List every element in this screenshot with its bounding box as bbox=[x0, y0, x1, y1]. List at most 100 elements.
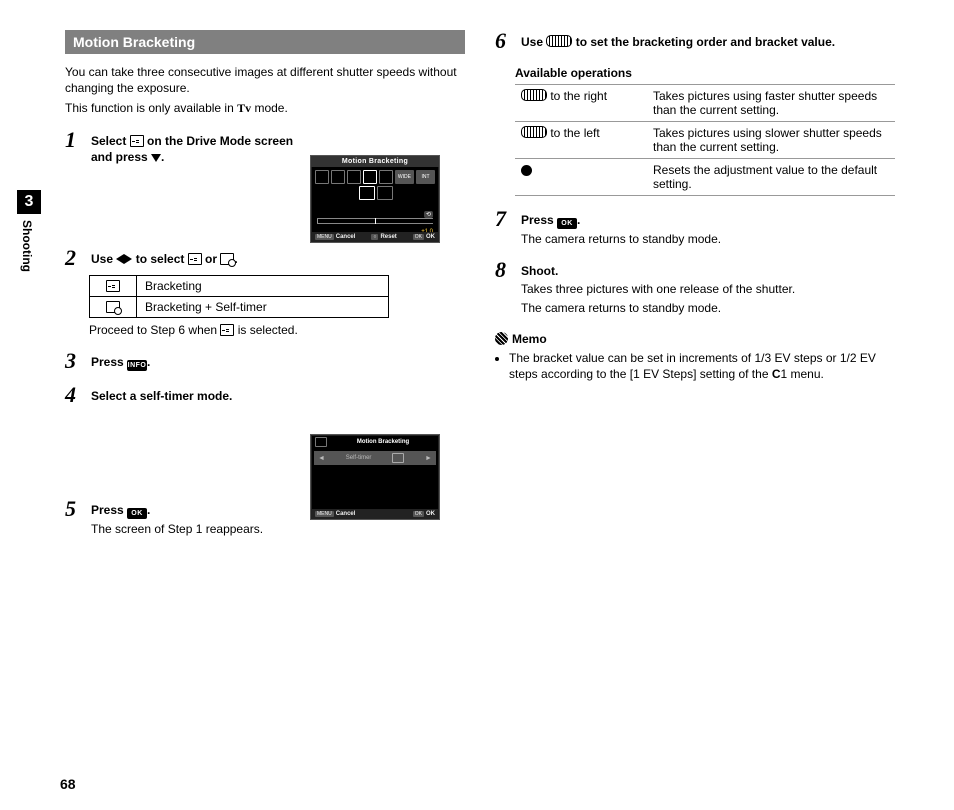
mode-tv-icon: Tv bbox=[237, 101, 251, 115]
bracket-timer-mode-icon bbox=[220, 253, 234, 265]
step8-title: Shoot. bbox=[521, 263, 895, 279]
step7-b: . bbox=[577, 213, 580, 227]
step2-b: to select bbox=[132, 252, 187, 266]
step8-text1: Takes three pictures with one release of… bbox=[521, 281, 895, 297]
lcd-ev-scale: ⟲ ±1.0 bbox=[317, 218, 433, 228]
lcd2-header: Motion Bracketing bbox=[311, 435, 439, 449]
step-4: 4 Select a self-timer mode. bbox=[65, 384, 465, 406]
lcd-cancel-label: Cancel bbox=[336, 511, 356, 517]
step-number: 8 bbox=[495, 259, 517, 281]
lcd-menu-btn-icon: MENU bbox=[315, 511, 334, 517]
step5-a: Press bbox=[91, 503, 127, 517]
bracket-mode-icon bbox=[130, 135, 144, 147]
lcd-option-icon bbox=[359, 186, 375, 200]
available-operations-heading: Available operations bbox=[515, 66, 895, 80]
chapter-tab-label: Shooting bbox=[20, 220, 34, 272]
info-button-icon: INFO bbox=[127, 360, 147, 371]
step3-b: . bbox=[147, 355, 150, 369]
bracket-mode-table: Bracketing Bracketing + Self-timer bbox=[89, 275, 389, 318]
memo-heading: Memo bbox=[495, 332, 895, 346]
lcd-dial-icon: ⟲ bbox=[424, 211, 433, 218]
down-arrow-icon bbox=[151, 154, 161, 162]
bracket-mode-icon bbox=[220, 324, 234, 336]
step-number: 1 bbox=[65, 129, 87, 151]
step6-b: to set the bracketing order and bracket … bbox=[572, 35, 835, 49]
ops-r2-key: to the left bbox=[547, 126, 600, 140]
lcd1-footer: MENUCancel ○Reset OKOK bbox=[311, 232, 439, 242]
step1-c: . bbox=[161, 150, 164, 164]
ops-r1-key: to the right bbox=[547, 89, 607, 103]
ok-button-icon: OK bbox=[127, 508, 147, 519]
step3-a: Press bbox=[91, 355, 127, 369]
step-3: 3 Press INFO. bbox=[65, 350, 465, 372]
intro-p2-b: mode. bbox=[251, 101, 288, 115]
lcd-tag-int: INT bbox=[416, 170, 435, 184]
table-row: Bracketing + Self-timer bbox=[90, 296, 389, 317]
chapter-tab-number: 3 bbox=[17, 190, 41, 214]
ok-button-icon: OK bbox=[557, 218, 577, 229]
step5-b: . bbox=[147, 503, 150, 517]
table-row: to the right Takes pictures using faster… bbox=[515, 85, 895, 122]
step7-a: Press bbox=[521, 213, 557, 227]
lcd2-title: Motion Bracketing bbox=[331, 439, 435, 445]
lcd2-footer: MENUCancel OKOK bbox=[311, 509, 439, 519]
memo-icon bbox=[495, 332, 508, 345]
right-arrow-icon: ► bbox=[425, 455, 432, 462]
step5-text: The screen of Step 1 reappears. bbox=[91, 521, 465, 537]
memo-list: The bracket value can be set in incremen… bbox=[495, 350, 895, 382]
lcd2-subrow: ◄ Self-timer ► bbox=[314, 451, 436, 465]
bracket-mode-icon bbox=[106, 280, 120, 292]
table-row: to the left Takes pictures using slower … bbox=[515, 122, 895, 159]
available-operations-table: to the right Takes pictures using faster… bbox=[515, 84, 895, 196]
memo-label: Memo bbox=[512, 332, 547, 346]
lcd-ok-btn-icon: OK bbox=[413, 234, 424, 240]
lcd-ok-btn-icon: OK bbox=[413, 511, 424, 517]
lcd-ok-label: OK bbox=[426, 234, 435, 240]
lcd-option-icon bbox=[377, 186, 393, 200]
step2-c: or bbox=[202, 252, 221, 266]
step-number: 7 bbox=[495, 208, 517, 230]
lcd-option-icon bbox=[331, 170, 345, 184]
lcd-ok-label: OK bbox=[426, 511, 435, 517]
rear-dial-icon bbox=[546, 35, 572, 47]
lcd-cancel-label: Cancel bbox=[336, 234, 356, 240]
bracket-mode-icon bbox=[188, 253, 202, 265]
step1-a: Select bbox=[91, 134, 130, 148]
menu-c-icon: C bbox=[772, 367, 781, 381]
bracket-timer-mode-label: Bracketing + Self-timer bbox=[137, 296, 389, 317]
lcd-menu-btn-icon: MENU bbox=[315, 234, 334, 240]
ops-r1-value: Takes pictures using faster shutter spee… bbox=[647, 85, 895, 122]
section-heading: Motion Bracketing bbox=[65, 30, 465, 54]
lcd-option-icon bbox=[347, 170, 361, 184]
step-number: 2 bbox=[65, 247, 87, 269]
rear-dial-icon bbox=[521, 126, 547, 138]
intro-p1: You can take three consecutive images at… bbox=[65, 64, 465, 96]
step2-note-a: Proceed to Step 6 when bbox=[89, 323, 220, 337]
step2-note-b: is selected. bbox=[234, 323, 297, 337]
step-number: 4 bbox=[65, 384, 87, 406]
table-row: Bracketing bbox=[90, 275, 389, 296]
lcd-option-icon bbox=[379, 170, 393, 184]
step7-text: The camera returns to standby mode. bbox=[521, 231, 895, 247]
rear-dial-icon bbox=[521, 89, 547, 101]
memo-item: The bracket value can be set in incremen… bbox=[509, 350, 895, 382]
lcd-screenshot-self-timer: Motion Bracketing ◄ Self-timer ► MENUCan… bbox=[310, 434, 440, 520]
right-column: 6 Use to set the bracketing order and br… bbox=[495, 30, 895, 382]
lcd-current-mode-icon bbox=[315, 437, 327, 447]
lcd-option-icon bbox=[363, 170, 377, 184]
lcd2-sub-label: Self-timer bbox=[346, 455, 372, 461]
bracket-timer-mode-icon bbox=[106, 301, 120, 313]
step-number: 3 bbox=[65, 350, 87, 372]
lcd-reset-label: Reset bbox=[380, 234, 396, 240]
step-number: 6 bbox=[495, 30, 517, 52]
ops-r2-value: Takes pictures using slower shutter spee… bbox=[647, 122, 895, 159]
green-button-icon bbox=[521, 165, 532, 176]
lcd-tag-wide: WIDE bbox=[395, 170, 414, 184]
page: 3 Shooting 6 8 Motion Bracketing You can … bbox=[0, 0, 954, 810]
lcd1-title: Motion Bracketing bbox=[311, 156, 439, 167]
step-2: 2 Use to select or . bbox=[65, 247, 465, 269]
step8-text2: The camera returns to standby mode. bbox=[521, 300, 895, 316]
step-7: 7 Press OK. The camera returns to standb… bbox=[495, 208, 895, 247]
step6-a: Use bbox=[521, 35, 546, 49]
intro-p2: This function is only available in Tv mo… bbox=[65, 100, 465, 116]
